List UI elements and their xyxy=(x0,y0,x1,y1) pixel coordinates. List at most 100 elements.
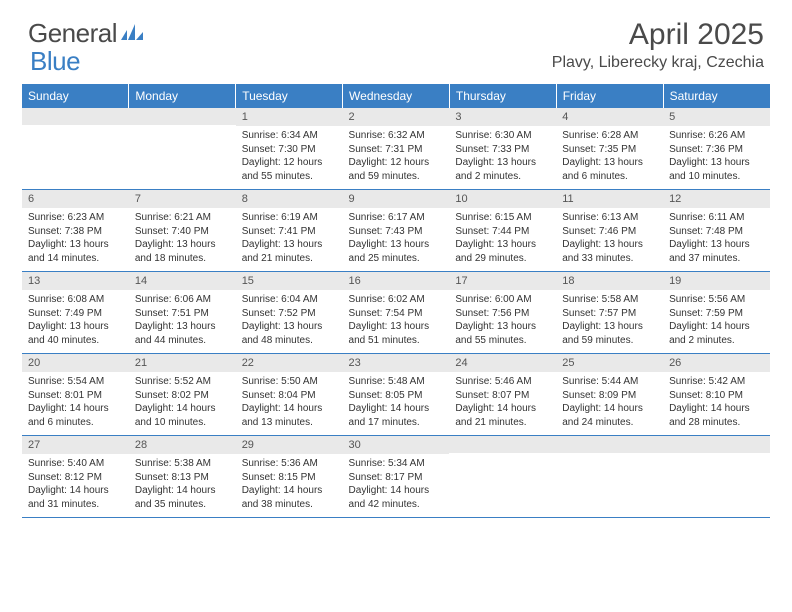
sunset-text: Sunset: 7:38 PM xyxy=(28,225,123,239)
sunset-text: Sunset: 8:13 PM xyxy=(135,471,230,485)
day-body: Sunrise: 5:58 AMSunset: 7:57 PMDaylight:… xyxy=(556,290,663,353)
sunrise-text: Sunrise: 5:46 AM xyxy=(455,375,550,389)
daylight-text: Daylight: 13 hours and 29 minutes. xyxy=(455,238,550,265)
day-number: 24 xyxy=(449,354,556,372)
sunrise-text: Sunrise: 6:30 AM xyxy=(455,129,550,143)
daylight-text: Daylight: 13 hours and 40 minutes. xyxy=(28,320,123,347)
sunrise-text: Sunrise: 5:48 AM xyxy=(349,375,444,389)
day-number-empty xyxy=(663,436,770,453)
day-body: Sunrise: 6:02 AMSunset: 7:54 PMDaylight:… xyxy=(343,290,450,353)
sunrise-text: Sunrise: 6:26 AM xyxy=(669,129,764,143)
calendar-cell xyxy=(449,436,556,518)
day-body: Sunrise: 6:06 AMSunset: 7:51 PMDaylight:… xyxy=(129,290,236,353)
sunrise-text: Sunrise: 5:42 AM xyxy=(669,375,764,389)
day-number: 12 xyxy=(663,190,770,208)
sunrise-text: Sunrise: 6:32 AM xyxy=(349,129,444,143)
sunrise-text: Sunrise: 6:19 AM xyxy=(242,211,337,225)
sunset-text: Sunset: 7:56 PM xyxy=(455,307,550,321)
sunrise-text: Sunrise: 5:58 AM xyxy=(562,293,657,307)
calendar-cell: 17Sunrise: 6:00 AMSunset: 7:56 PMDayligh… xyxy=(449,272,556,354)
daylight-text: Daylight: 13 hours and 10 minutes. xyxy=(669,156,764,183)
logo-text-blue: Blue xyxy=(30,46,80,76)
day-number-empty xyxy=(556,436,663,453)
calendar-cell: 9Sunrise: 6:17 AMSunset: 7:43 PMDaylight… xyxy=(343,190,450,272)
day-number: 16 xyxy=(343,272,450,290)
day-number: 1 xyxy=(236,108,343,126)
day-body: Sunrise: 6:04 AMSunset: 7:52 PMDaylight:… xyxy=(236,290,343,353)
calendar-cell: 25Sunrise: 5:44 AMSunset: 8:09 PMDayligh… xyxy=(556,354,663,436)
calendar-cell: 21Sunrise: 5:52 AMSunset: 8:02 PMDayligh… xyxy=(129,354,236,436)
calendar-cell: 13Sunrise: 6:08 AMSunset: 7:49 PMDayligh… xyxy=(22,272,129,354)
day-number: 10 xyxy=(449,190,556,208)
calendar-cell: 20Sunrise: 5:54 AMSunset: 8:01 PMDayligh… xyxy=(22,354,129,436)
daylight-text: Daylight: 13 hours and 59 minutes. xyxy=(562,320,657,347)
day-number: 11 xyxy=(556,190,663,208)
sunset-text: Sunset: 8:07 PM xyxy=(455,389,550,403)
day-number: 18 xyxy=(556,272,663,290)
day-number: 26 xyxy=(663,354,770,372)
daylight-text: Daylight: 13 hours and 33 minutes. xyxy=(562,238,657,265)
calendar-row: 27Sunrise: 5:40 AMSunset: 8:12 PMDayligh… xyxy=(22,436,770,518)
day-number: 14 xyxy=(129,272,236,290)
day-number: 3 xyxy=(449,108,556,126)
title-block: April 2025 Plavy, Liberecky kraj, Czechi… xyxy=(552,18,764,72)
daylight-text: Daylight: 14 hours and 6 minutes. xyxy=(28,402,123,429)
daylight-text: Daylight: 14 hours and 42 minutes. xyxy=(349,484,444,511)
day-number-empty xyxy=(449,436,556,453)
calendar-cell: 2Sunrise: 6:32 AMSunset: 7:31 PMDaylight… xyxy=(343,108,450,190)
month-title: April 2025 xyxy=(552,18,764,52)
sunset-text: Sunset: 7:54 PM xyxy=(349,307,444,321)
sunrise-text: Sunrise: 5:50 AM xyxy=(242,375,337,389)
logo-chart-icon xyxy=(121,22,143,45)
daylight-text: Daylight: 13 hours and 6 minutes. xyxy=(562,156,657,183)
day-number: 13 xyxy=(22,272,129,290)
calendar-cell: 18Sunrise: 5:58 AMSunset: 7:57 PMDayligh… xyxy=(556,272,663,354)
sunrise-text: Sunrise: 5:44 AM xyxy=(562,375,657,389)
day-number: 30 xyxy=(343,436,450,454)
daylight-text: Daylight: 13 hours and 25 minutes. xyxy=(349,238,444,265)
sunset-text: Sunset: 8:15 PM xyxy=(242,471,337,485)
sunset-text: Sunset: 7:43 PM xyxy=(349,225,444,239)
calendar-cell: 10Sunrise: 6:15 AMSunset: 7:44 PMDayligh… xyxy=(449,190,556,272)
day-body: Sunrise: 6:30 AMSunset: 7:33 PMDaylight:… xyxy=(449,126,556,189)
day-body: Sunrise: 6:32 AMSunset: 7:31 PMDaylight:… xyxy=(343,126,450,189)
sunrise-text: Sunrise: 5:36 AM xyxy=(242,457,337,471)
sunrise-text: Sunrise: 6:13 AM xyxy=(562,211,657,225)
sunrise-text: Sunrise: 6:11 AM xyxy=(669,211,764,225)
sunrise-text: Sunrise: 6:06 AM xyxy=(135,293,230,307)
day-body: Sunrise: 5:42 AMSunset: 8:10 PMDaylight:… xyxy=(663,372,770,435)
calendar-cell: 15Sunrise: 6:04 AMSunset: 7:52 PMDayligh… xyxy=(236,272,343,354)
calendar-cell: 23Sunrise: 5:48 AMSunset: 8:05 PMDayligh… xyxy=(343,354,450,436)
page-header: General April 2025 Plavy, Liberecky kraj… xyxy=(0,0,792,78)
day-body: Sunrise: 5:48 AMSunset: 8:05 PMDaylight:… xyxy=(343,372,450,435)
daylight-text: Daylight: 14 hours and 38 minutes. xyxy=(242,484,337,511)
sunrise-text: Sunrise: 6:21 AM xyxy=(135,211,230,225)
calendar-cell: 24Sunrise: 5:46 AMSunset: 8:07 PMDayligh… xyxy=(449,354,556,436)
day-number: 17 xyxy=(449,272,556,290)
calendar-cell: 28Sunrise: 5:38 AMSunset: 8:13 PMDayligh… xyxy=(129,436,236,518)
sunset-text: Sunset: 7:57 PM xyxy=(562,307,657,321)
sunset-text: Sunset: 7:31 PM xyxy=(349,143,444,157)
calendar-cell: 26Sunrise: 5:42 AMSunset: 8:10 PMDayligh… xyxy=(663,354,770,436)
day-header: Thursday xyxy=(449,84,556,108)
calendar-row: 13Sunrise: 6:08 AMSunset: 7:49 PMDayligh… xyxy=(22,272,770,354)
day-number: 15 xyxy=(236,272,343,290)
day-number: 4 xyxy=(556,108,663,126)
day-number: 22 xyxy=(236,354,343,372)
day-header: Tuesday xyxy=(236,84,343,108)
calendar-row: 20Sunrise: 5:54 AMSunset: 8:01 PMDayligh… xyxy=(22,354,770,436)
calendar-cell xyxy=(556,436,663,518)
day-body: Sunrise: 6:08 AMSunset: 7:49 PMDaylight:… xyxy=(22,290,129,353)
daylight-text: Daylight: 14 hours and 13 minutes. xyxy=(242,402,337,429)
calendar-cell: 6Sunrise: 6:23 AMSunset: 7:38 PMDaylight… xyxy=(22,190,129,272)
daylight-text: Daylight: 14 hours and 24 minutes. xyxy=(562,402,657,429)
day-body: Sunrise: 5:44 AMSunset: 8:09 PMDaylight:… xyxy=(556,372,663,435)
sunset-text: Sunset: 7:52 PM xyxy=(242,307,337,321)
calendar-cell: 19Sunrise: 5:56 AMSunset: 7:59 PMDayligh… xyxy=(663,272,770,354)
sunset-text: Sunset: 7:30 PM xyxy=(242,143,337,157)
daylight-text: Daylight: 14 hours and 10 minutes. xyxy=(135,402,230,429)
daylight-text: Daylight: 14 hours and 17 minutes. xyxy=(349,402,444,429)
sunset-text: Sunset: 7:35 PM xyxy=(562,143,657,157)
calendar-cell xyxy=(663,436,770,518)
calendar-cell: 12Sunrise: 6:11 AMSunset: 7:48 PMDayligh… xyxy=(663,190,770,272)
